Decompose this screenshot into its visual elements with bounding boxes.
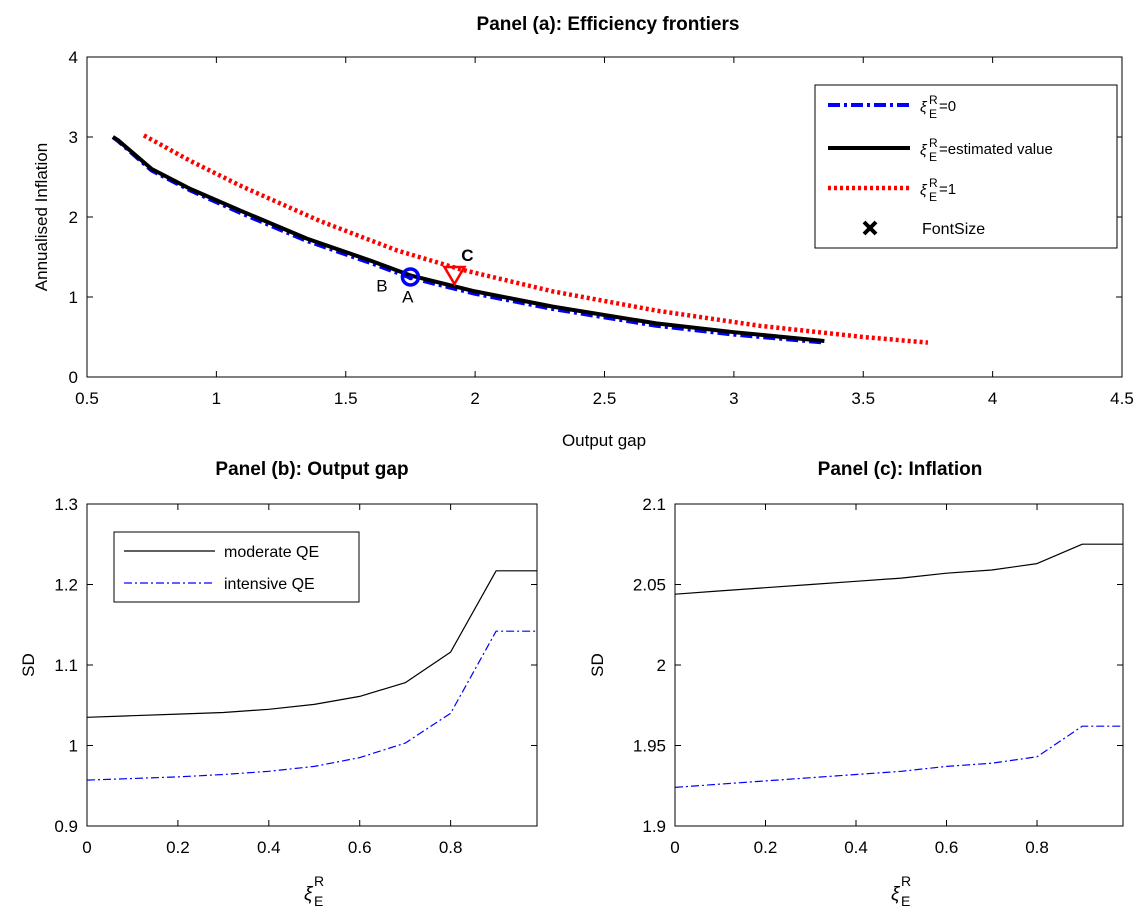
legend-label-3: =1 xyxy=(939,181,956,198)
legend-sup: R xyxy=(929,93,938,107)
panel-c-ylabel: SD xyxy=(588,653,607,677)
panel-b-xlabel-sub: E xyxy=(314,893,323,909)
x-tick-label: 0.4 xyxy=(844,838,868,857)
legend-symbol: ξ xyxy=(920,99,928,116)
y-tick-label: 1 xyxy=(69,288,78,307)
x-tick-label: 0.6 xyxy=(935,838,959,857)
x-tick-label: 0.8 xyxy=(1025,838,1049,857)
panel-a-series-lines xyxy=(111,133,929,345)
x-tick-label: 0 xyxy=(82,838,91,857)
marker-a xyxy=(400,267,421,287)
panel-a-ylabel: Annualised Inflation xyxy=(32,143,51,291)
x-tick-label: 0.4 xyxy=(257,838,281,857)
legend-sup: R xyxy=(929,136,938,150)
marker-label-c: C xyxy=(461,246,473,265)
panel-b-xlabel: ξ xyxy=(304,884,314,905)
x-tick-label: 2.5 xyxy=(593,389,617,408)
x-tick-label: 0.5 xyxy=(75,389,99,408)
legend-label-2: intensive QE xyxy=(224,576,315,593)
panel-c-series-lines xyxy=(674,543,1123,788)
panel-b-xlabel-sup: R xyxy=(314,873,324,889)
x-tick-label: 3 xyxy=(729,389,738,408)
y-tick-label: 4 xyxy=(69,48,78,67)
marker-label-a: A xyxy=(402,288,414,307)
panel-c: Panel (c): Inflation 0 0.2 0.4 0.6 0.8 1.9 1.9… xyxy=(588,459,1124,909)
legend-sup: R xyxy=(929,176,938,190)
y-tick-label: 2 xyxy=(657,656,666,675)
y-tick-label: 2.1 xyxy=(642,495,666,514)
y-tick-label: 1 xyxy=(69,737,78,756)
legend-sub: E xyxy=(929,150,937,164)
panel-a-xlabel: Output gap xyxy=(562,431,646,450)
panel-b-title: Panel (b): Output gap xyxy=(215,459,408,480)
panel-b-legend-box xyxy=(113,531,360,603)
y-tick-label: 0 xyxy=(69,368,78,387)
panel-a-ticks: 0.5 1 1.5 2 2.5 3 3.5 4 4.5 0 1 2 3 4 xyxy=(69,48,1134,408)
x-tick-label: 0.2 xyxy=(754,838,778,857)
series-line-2 xyxy=(674,725,1123,788)
x-tick-label: 0 xyxy=(670,838,679,857)
y-tick-label: 1.2 xyxy=(54,576,78,595)
panel-a: Panel (a): Efficiency frontiers 0.5 1 1.5 2… xyxy=(32,14,1134,450)
x-tick-label: 0.6 xyxy=(348,838,372,857)
panel-a-markers: AB C xyxy=(376,246,473,307)
panel-c-xlabel: ξ xyxy=(891,884,901,905)
series-line-1 xyxy=(674,543,1123,595)
y-tick-label: 2 xyxy=(69,208,78,227)
x-tick-label: 4 xyxy=(988,389,997,408)
legend-symbol: ξ xyxy=(920,142,928,159)
x-tick-label: 1 xyxy=(212,389,221,408)
x-tick-label: 2 xyxy=(470,389,479,408)
panel-b-series-lines xyxy=(86,570,537,781)
y-tick-label: 3 xyxy=(69,128,78,147)
panel-b-ticks: 0 0.2 0.4 0.6 0.8 0.9 1 1.1 1.2 1.3 xyxy=(54,495,537,857)
x-tick-label: 1.5 xyxy=(334,389,358,408)
y-tick-label: 1.1 xyxy=(54,656,78,675)
panel-b-ylabel: SD xyxy=(19,653,38,677)
panel-b: Panel (b): Output gap 0 0.2 0.4 0.6 0.8 0.9 1 1… xyxy=(19,459,538,909)
y-tick-label: 0.9 xyxy=(54,817,78,836)
series-line-1 xyxy=(86,570,537,718)
marker-label-b: B xyxy=(376,276,387,295)
panel-c-axes-frame xyxy=(674,503,1124,827)
x-tick-label: 0.2 xyxy=(166,838,190,857)
legend-sub: E xyxy=(929,107,937,121)
panel-c-xlabel-sub: E xyxy=(901,893,910,909)
y-tick-label: 1.3 xyxy=(54,495,78,514)
legend-label-1: =0 xyxy=(939,98,956,115)
legend-label-1: moderate QE xyxy=(224,544,319,561)
legend-sub: E xyxy=(929,190,937,204)
series-line-3 xyxy=(142,133,929,345)
panel-c-ticks: 0 0.2 0.4 0.6 0.8 1.9 1.95 2 2.05 2.1 xyxy=(633,495,1123,857)
legend-label-2: =estimated value xyxy=(939,141,1053,158)
series-line-2 xyxy=(111,135,825,343)
y-tick-label: 1.9 xyxy=(642,817,666,836)
panel-b-legend: moderate QE intensive QE xyxy=(113,531,360,603)
x-tick-label: 0.8 xyxy=(439,838,463,857)
legend-symbol: ξ xyxy=(920,182,928,199)
x-tick-label: 3.5 xyxy=(851,389,875,408)
series-line-2 xyxy=(86,630,537,781)
legend-x-marker-icon xyxy=(862,220,878,236)
marker-c xyxy=(442,265,467,287)
marker-b xyxy=(407,275,413,281)
legend-label-fontsize: FontSize xyxy=(922,221,985,238)
y-tick-label: 1.95 xyxy=(633,737,666,756)
panel-c-title: Panel (c): Inflation xyxy=(818,459,983,480)
panel-c-xlabel-sup: R xyxy=(901,873,911,889)
panel-a-title: Panel (a): Efficiency frontiers xyxy=(477,14,740,35)
x-tick-label: 4.5 xyxy=(1110,389,1134,408)
y-tick-label: 2.05 xyxy=(633,576,666,595)
